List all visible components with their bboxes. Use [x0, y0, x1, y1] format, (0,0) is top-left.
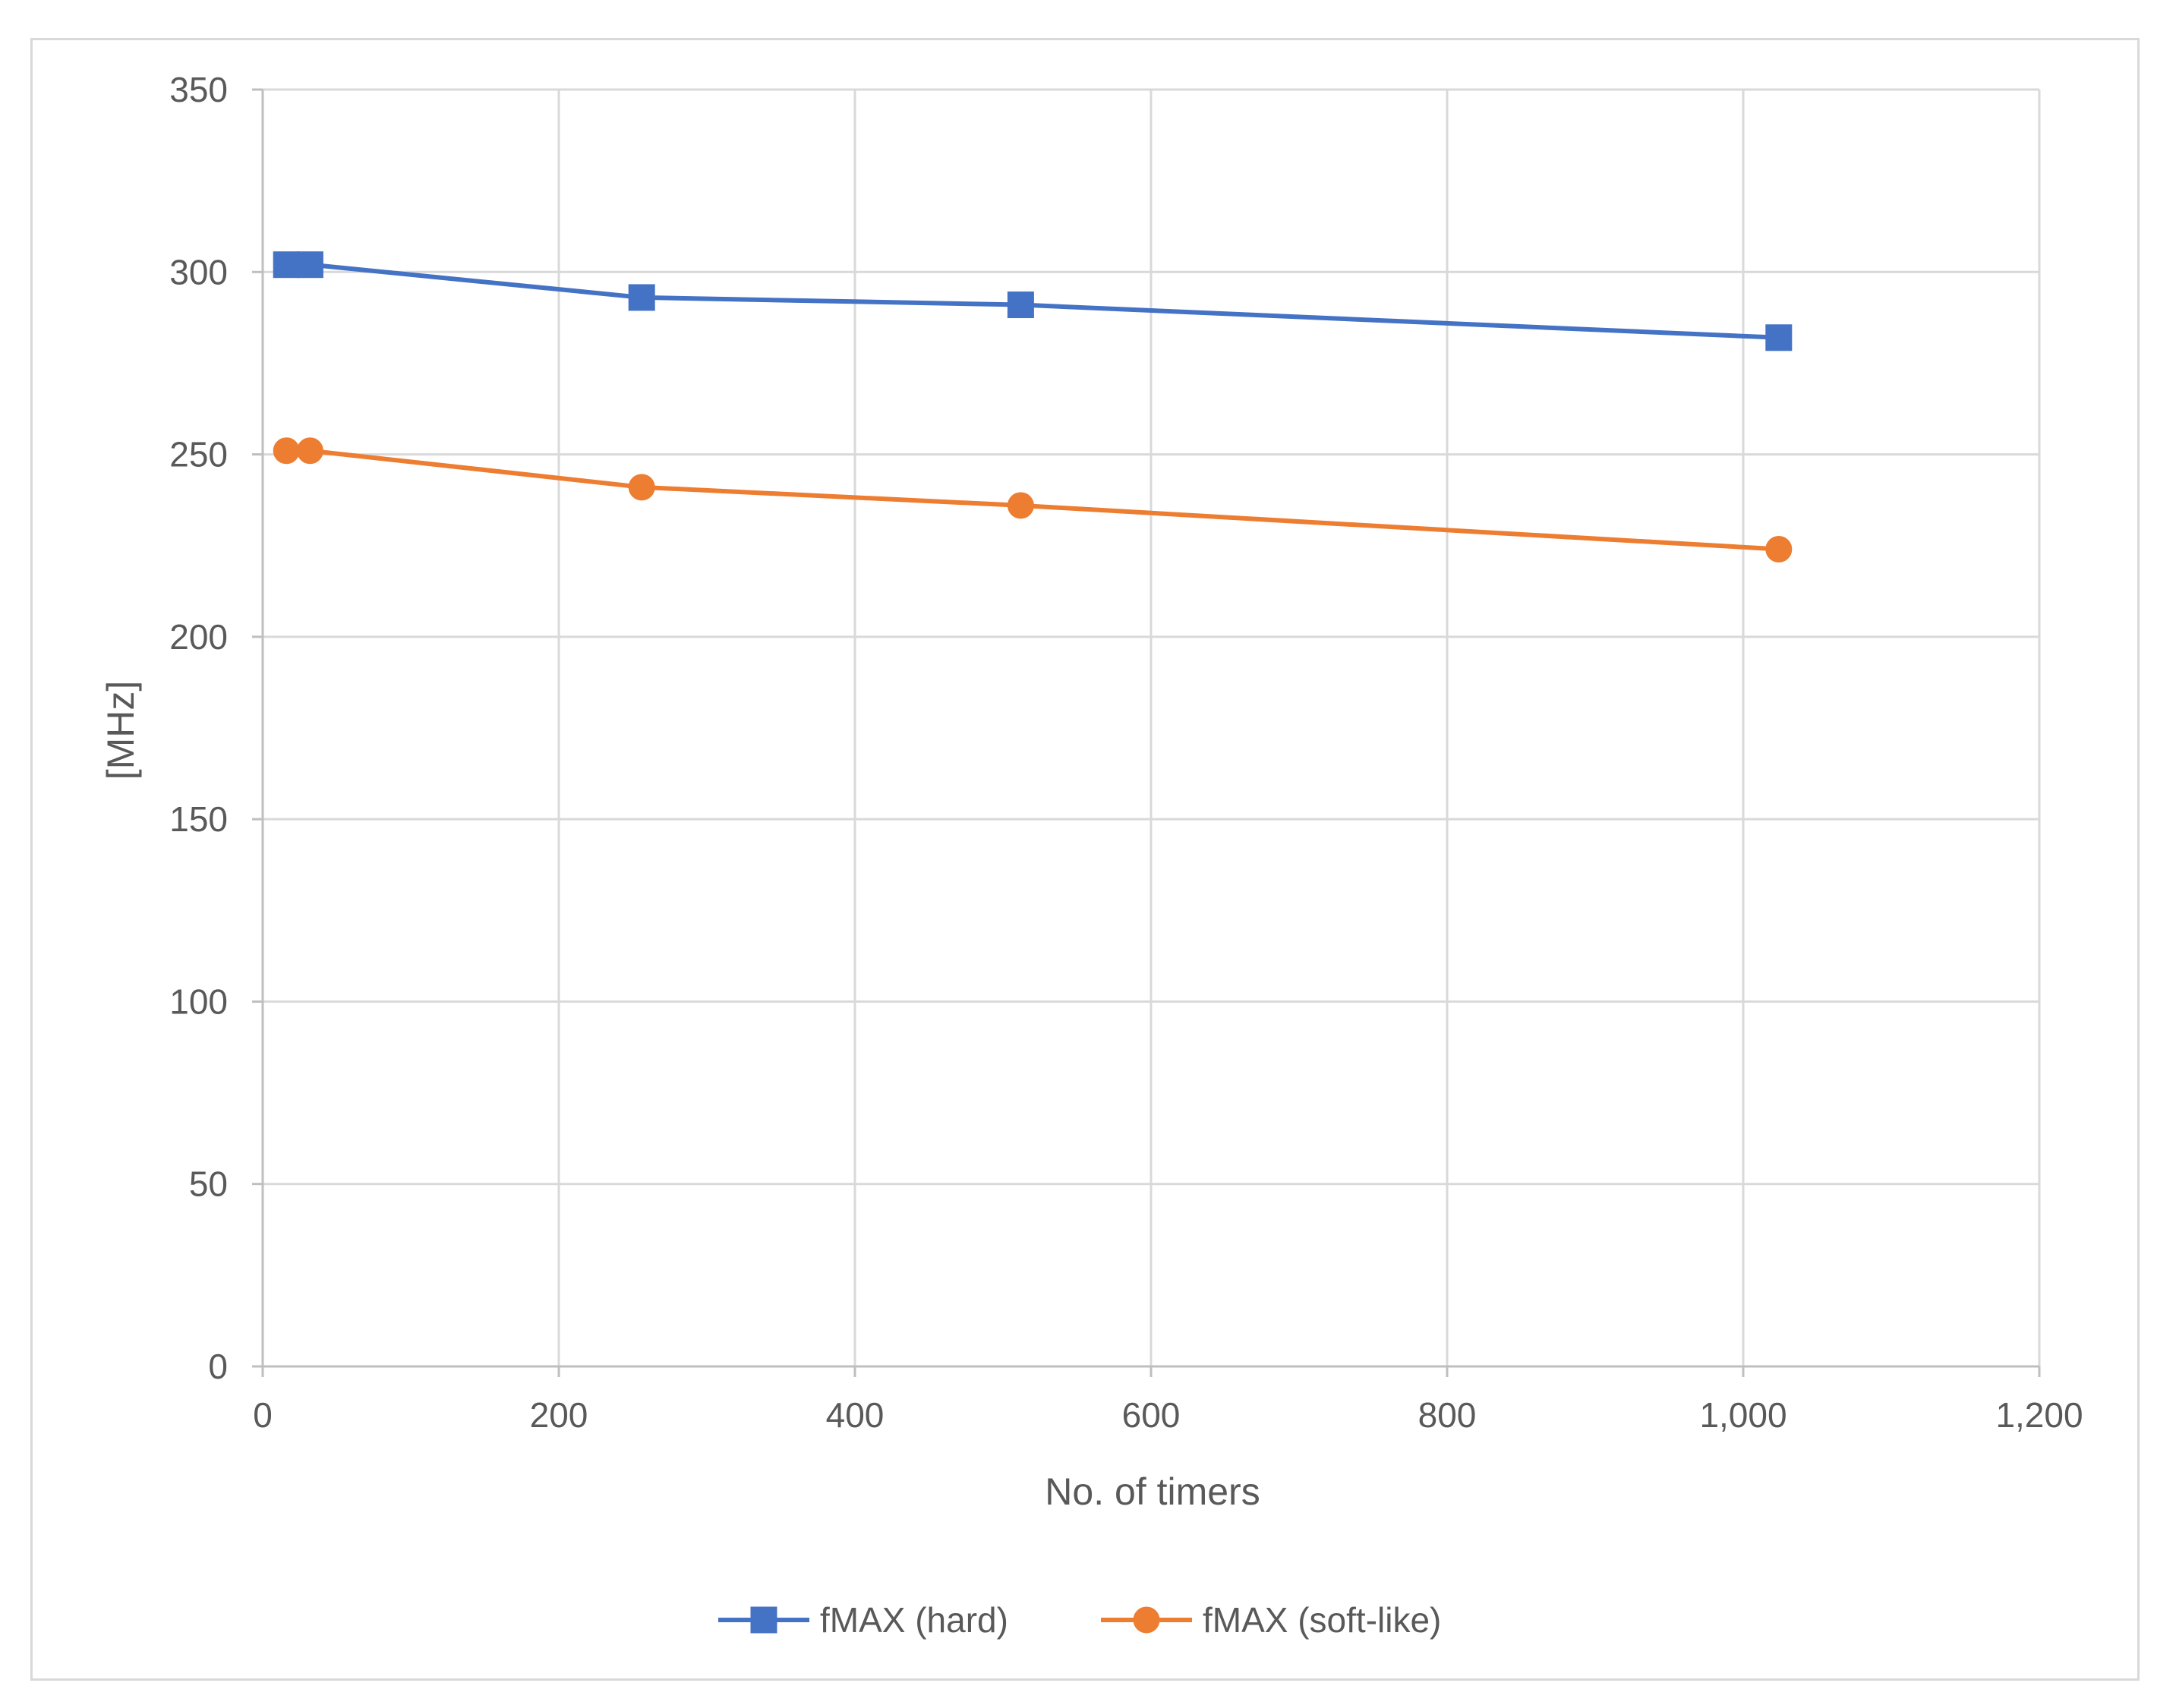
data-point	[1765, 536, 1793, 563]
y-tick-label: 350	[169, 70, 228, 109]
tick-labels: 0 50 100 150 200 250 300 350 0 200 400 600 800 1,000 1…	[169, 70, 2083, 1435]
y-tick-label: 50	[189, 1164, 228, 1204]
series-1	[273, 251, 1793, 351]
legend: fMAX (hard) fMAX (soft-like)	[718, 1600, 1441, 1640]
y-tick-label: 250	[169, 435, 228, 474]
data-point	[1007, 492, 1034, 519]
legend-marker	[750, 1606, 777, 1634]
axes	[252, 88, 2041, 1377]
legend-item-2: fMAX (soft-like)	[1101, 1600, 1441, 1640]
x-tick-label: 1,200	[1995, 1395, 2083, 1435]
data-series	[273, 251, 1793, 563]
y-tick-label: 300	[169, 252, 228, 291]
x-tick-label: 400	[826, 1395, 885, 1435]
x-axis-title: No. of timers	[1045, 1470, 1260, 1513]
data-point	[628, 284, 655, 311]
y-axis-title: [MHz]	[99, 681, 142, 780]
y-tick-label: 100	[169, 982, 228, 1021]
data-point	[1007, 291, 1034, 319]
x-tick-label: 1,000	[1699, 1395, 1787, 1435]
data-point	[628, 474, 655, 501]
x-tick-label: 800	[1418, 1395, 1477, 1435]
legend-label: fMAX (hard)	[820, 1600, 1008, 1640]
series-2	[273, 437, 1793, 563]
data-point	[296, 437, 323, 465]
gridlines	[263, 88, 2041, 1366]
legend-label: fMAX (soft-like)	[1203, 1600, 1441, 1640]
x-tick-label: 200	[530, 1395, 588, 1435]
y-tick-label: 0	[208, 1347, 228, 1386]
x-tick-label: 0	[253, 1395, 273, 1435]
chart-frame	[30, 38, 2140, 1681]
y-tick-label: 150	[169, 799, 228, 839]
legend-marker	[1133, 1606, 1160, 1634]
data-point	[1765, 324, 1793, 351]
data-point	[273, 251, 300, 279]
y-tick-label: 200	[169, 617, 228, 657]
data-point	[296, 251, 323, 279]
legend-item-1: fMAX (hard)	[718, 1600, 1008, 1640]
x-tick-label: 600	[1122, 1395, 1181, 1435]
data-point	[273, 437, 300, 465]
